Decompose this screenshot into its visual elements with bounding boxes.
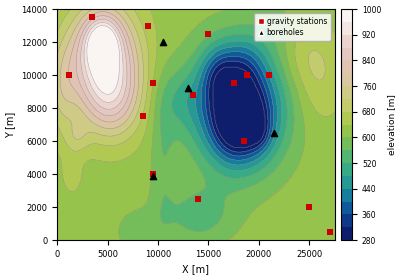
Y-axis label: elevation [m]: elevation [m] — [387, 94, 396, 155]
Point — [150, 174, 156, 178]
Point — [89, 15, 96, 20]
Point — [190, 93, 196, 97]
Point — [244, 73, 250, 77]
Y-axis label: Y [m]: Y [m] — [6, 111, 16, 138]
Point — [306, 205, 313, 209]
Point — [145, 23, 151, 28]
Point — [185, 86, 192, 90]
Point — [195, 197, 202, 201]
Legend: gravity stations, boreholes: gravity stations, boreholes — [254, 13, 331, 41]
Point — [230, 81, 237, 86]
Point — [241, 139, 247, 143]
Point — [140, 114, 146, 119]
Point — [266, 73, 272, 77]
Point — [205, 32, 212, 36]
Point — [150, 81, 156, 86]
Point — [160, 40, 166, 44]
Point — [271, 131, 277, 135]
X-axis label: X [m]: X [m] — [182, 264, 209, 274]
Point — [150, 172, 156, 176]
Point — [326, 230, 333, 234]
Point — [66, 73, 72, 77]
